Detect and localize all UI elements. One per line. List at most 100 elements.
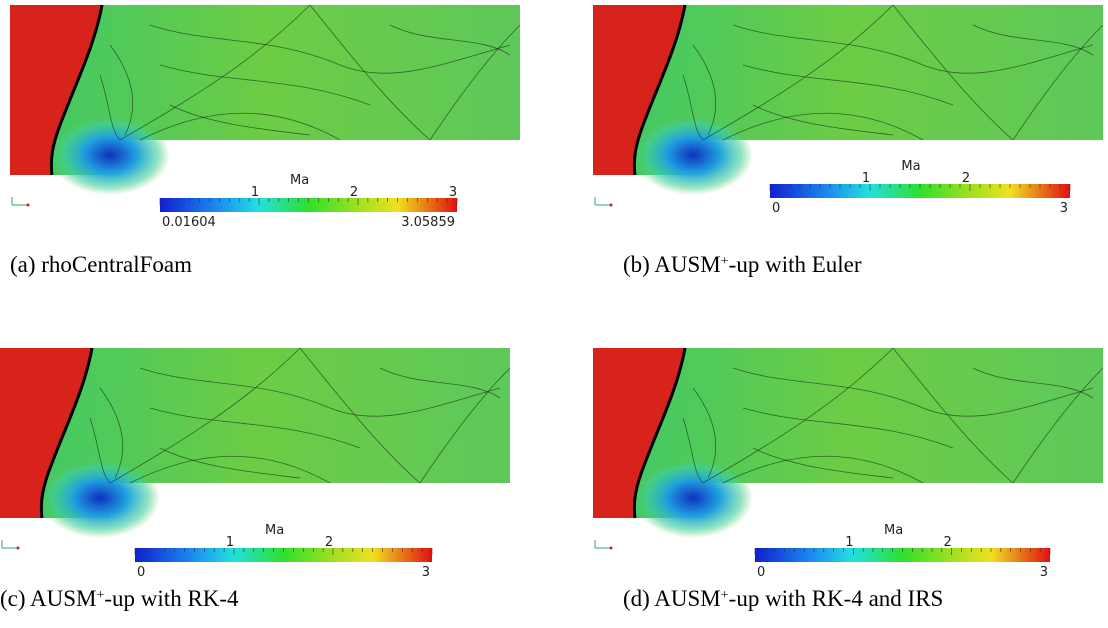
colorbar-gradient	[160, 198, 457, 212]
contour-line	[429, 24, 521, 141]
contour-line	[742, 64, 954, 106]
caption-superscript: +	[721, 588, 729, 603]
caption: (a) rhoCentralFoam	[10, 252, 192, 277]
contour-line	[159, 447, 301, 479]
colorbar-tick-label: 2	[944, 535, 952, 550]
contour-line	[752, 104, 894, 136]
colorbar-gradient	[135, 548, 432, 562]
stagnation-region	[0, 348, 92, 518]
panel	[593, 4, 1104, 207]
contour-line	[692, 44, 717, 136]
colorbar-tick-label: 3	[449, 185, 457, 200]
caption-text: -up with RK-4	[104, 586, 239, 611]
colorbar: Ma 1 2 3 0.01604 3.05859	[159, 173, 458, 230]
contour-line	[139, 112, 341, 141]
contour-line	[99, 74, 121, 141]
colorbar-max-label: 3.05859	[401, 215, 455, 230]
contour-line	[139, 367, 501, 417]
contour-line	[169, 104, 311, 136]
axes-glyph	[11, 197, 28, 206]
contour-line	[972, 367, 1094, 399]
low-mach-region	[50, 115, 170, 195]
caption: (c) AUSM+-up with RK-4	[0, 586, 239, 611]
axes-glyph	[594, 540, 611, 549]
colorbar-tick-label: 1	[845, 535, 853, 550]
contour-line	[149, 407, 361, 449]
contour-line	[379, 367, 501, 399]
contour-line	[702, 4, 894, 141]
contour-line	[682, 74, 704, 141]
colorbar-min-label: 0.01604	[162, 215, 216, 230]
colorbar-tick-label: 2	[962, 171, 970, 186]
colorbar-tick-label: 1	[251, 185, 259, 200]
stagnation-region	[593, 348, 685, 518]
colorbar-tick-label: 2	[325, 535, 333, 550]
bow-shock	[632, 347, 687, 519]
contour-line	[892, 347, 1014, 484]
colorbar: Ma 1 2 0 3	[134, 523, 433, 580]
colorbar: Ma 1 2 0 3	[769, 159, 1071, 216]
colorbar-min-label: 0	[772, 201, 780, 216]
axes-glyph-tip	[609, 546, 613, 550]
colorbar-gradient	[755, 548, 1050, 562]
contour-line	[732, 367, 1094, 417]
contour-line	[1012, 367, 1104, 484]
colorbar-tick-label: 1	[226, 535, 234, 550]
low-mach-region	[633, 115, 753, 195]
caption-superscript: +	[721, 254, 729, 269]
contour-line	[159, 64, 371, 106]
colorbar-max-label: 3	[422, 565, 430, 580]
caption-superscript: +	[96, 588, 104, 603]
colorbar-max-label: 3	[1060, 201, 1068, 216]
caption-text: -up with RK-4 and IRS	[729, 586, 944, 611]
low-mach-region	[633, 458, 753, 538]
contour-line	[109, 347, 301, 484]
contour-line	[742, 407, 954, 449]
panel	[593, 347, 1104, 550]
colorbar-gradient	[770, 184, 1070, 198]
contour-line	[752, 447, 894, 479]
colorbar-tick-label: 1	[862, 171, 870, 186]
caption-text: (b) AUSM	[623, 252, 721, 277]
contour-line	[129, 455, 331, 484]
contour-line	[692, 387, 717, 479]
caption-text: (a) rhoCentralFoam	[10, 252, 192, 277]
colorbar-title: Ma	[265, 523, 284, 538]
contour-line	[149, 24, 511, 74]
caption: (d) AUSM+-up with RK-4 and IRS	[623, 586, 943, 611]
contour-line	[682, 417, 704, 484]
colorbar-tick-label: 2	[350, 185, 358, 200]
colorbar-min-label: 0	[757, 565, 765, 580]
colorbar: Ma 1 2 0 3	[754, 523, 1051, 580]
contour-line	[1012, 24, 1104, 141]
caption-text: (d) AUSM	[623, 586, 721, 611]
panel	[0, 347, 511, 550]
panel	[10, 4, 521, 207]
contour-line	[119, 4, 311, 141]
caption-text: -up with Euler	[729, 252, 862, 277]
contour-line	[722, 455, 924, 484]
contour-line	[722, 112, 924, 141]
low-mach-region	[40, 458, 160, 538]
colorbar-title: Ma	[290, 173, 309, 188]
contour-line	[702, 347, 894, 484]
contour-line	[419, 367, 511, 484]
caption-text: (c) AUSM	[0, 586, 96, 611]
contour-line	[389, 24, 511, 56]
contour-line	[299, 347, 421, 484]
contour-line	[89, 417, 111, 484]
colorbar-title: Ma	[884, 523, 903, 538]
caption: (b) AUSM+-up with Euler	[623, 252, 862, 277]
bow-shock	[39, 347, 94, 519]
colorbar-title: Ma	[901, 159, 920, 174]
axes-glyph-tip	[26, 203, 30, 207]
axes-glyph	[594, 197, 611, 206]
axes-glyph-tip	[609, 203, 613, 207]
contour-line	[972, 24, 1094, 56]
bow-shock	[632, 4, 687, 176]
contour-line	[99, 387, 124, 479]
contour-line	[109, 44, 134, 136]
contour-line	[732, 24, 1094, 74]
colorbar-min-label: 0	[137, 565, 145, 580]
